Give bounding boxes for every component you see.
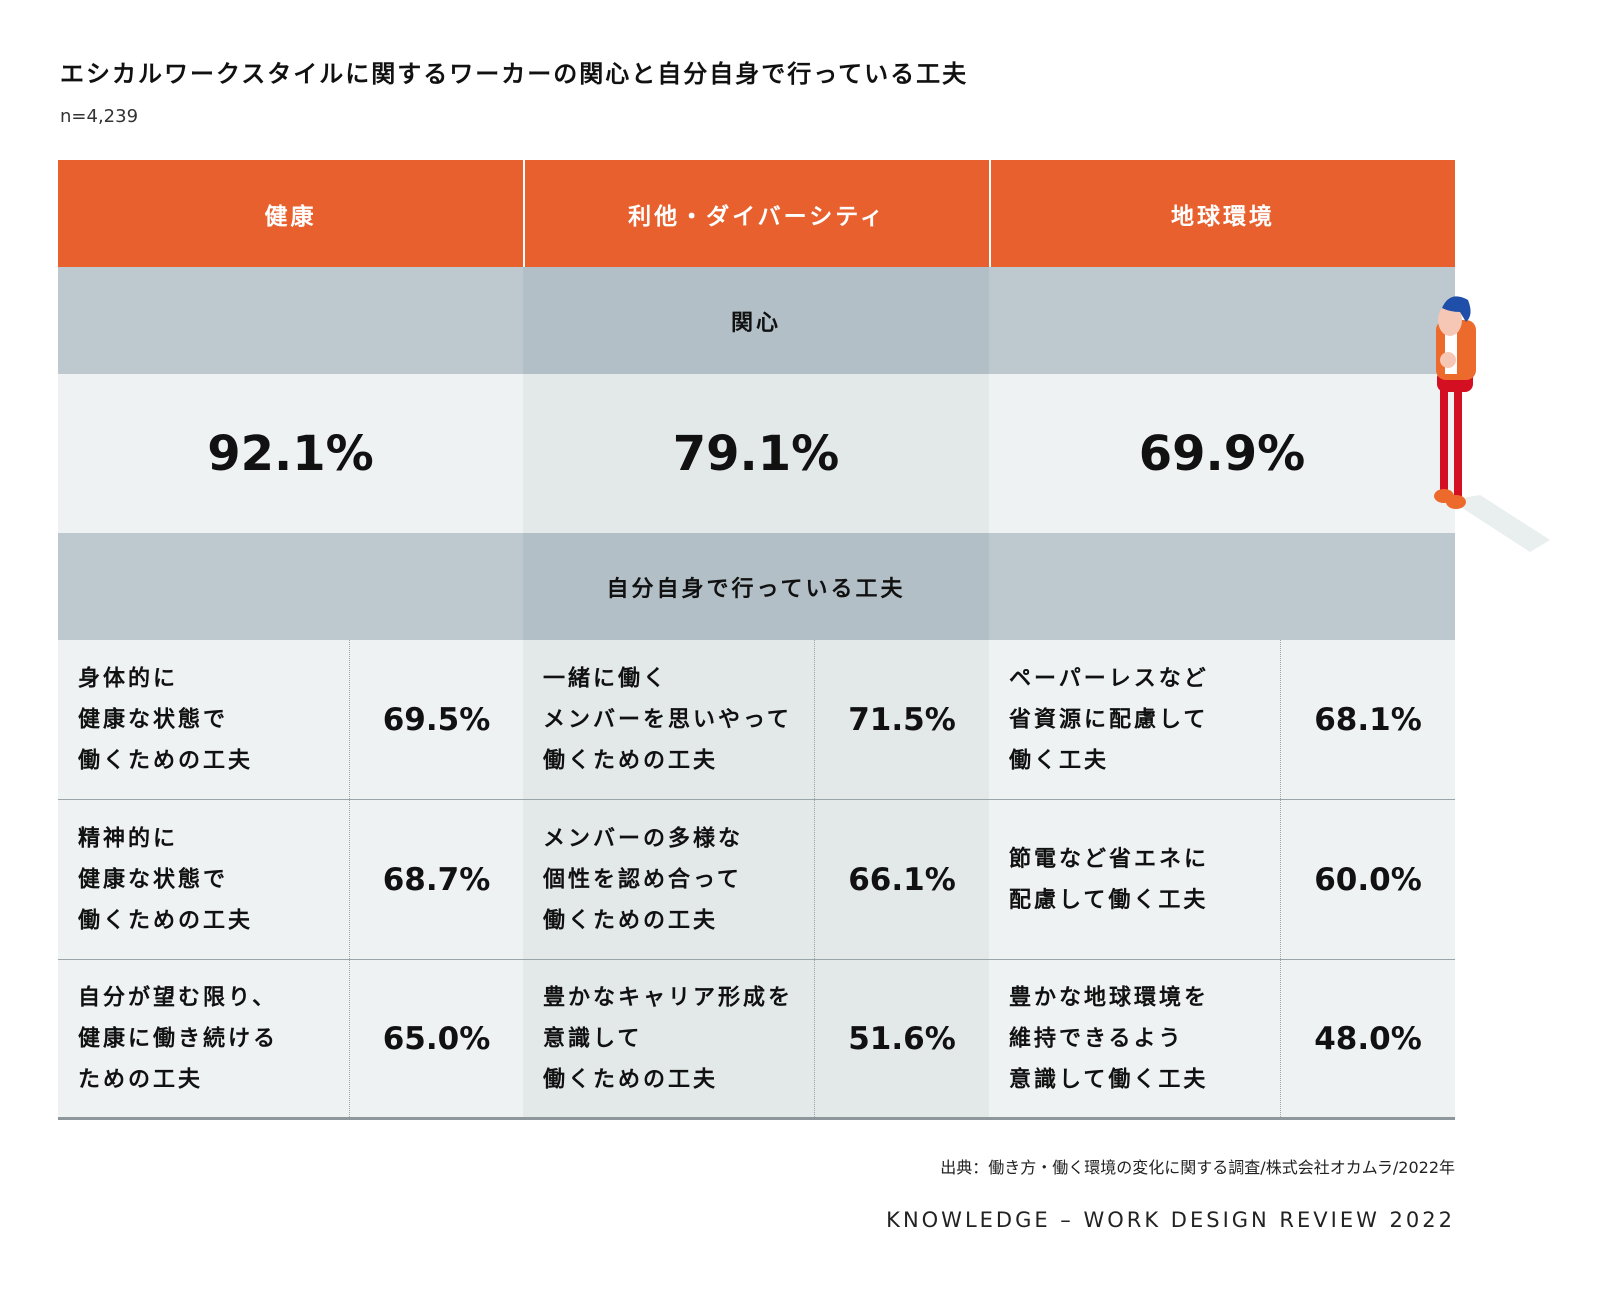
effort-row: 精神的に 健康な状態で 働くための工夫 68.7% [58, 800, 523, 960]
effort-value: 69.5% [349, 640, 523, 799]
effort-row: 豊かなキャリア形成を 意識して 働くための工夫 51.6% [523, 960, 989, 1120]
person-illustration [1420, 290, 1550, 560]
interest-band: 関心 [523, 267, 989, 374]
column-header-health: 健康 [58, 160, 523, 267]
effort-label: 身体的に 健康な状態で 働くための工夫 [78, 666, 254, 773]
effort-row: 節電など省エネに 配慮して働く工夫 60.0% [989, 800, 1455, 960]
effort-label: ペーパーレスなど 省資源に配慮して 働く工夫 [1009, 666, 1209, 773]
effort-row: メンバーの多様な 個性を認め合って 働くための工夫 66.1% [523, 800, 989, 960]
effort-label: 自分が望む限り、 健康に働き続ける ための工夫 [78, 985, 279, 1092]
effort-value: 51.6% [814, 960, 989, 1117]
interest-value-environment: 69.9% [989, 374, 1455, 533]
effort-value: 48.0% [1280, 960, 1455, 1117]
interest-band [58, 267, 523, 374]
effort-value: 68.1% [1280, 640, 1455, 799]
effort-label: メンバーの多様な 個性を認め合って 働くための工夫 [543, 826, 744, 933]
column-header-altruism: 利他・ダイバーシティ [523, 160, 989, 267]
efforts-band [989, 533, 1455, 640]
effort-row: 身体的に 健康な状態で 働くための工夫 69.5% [58, 640, 523, 800]
effort-row: 豊かな地球環境を 維持できるよう 意識して働く工夫 48.0% [989, 960, 1455, 1120]
source-note: 出典：働き方・働く環境の変化に関する調査/株式会社オカムラ/2022年 [940, 1158, 1455, 1177]
efforts-band: 自分自身で行っている工夫 [523, 533, 989, 640]
interest-value-altruism: 79.1% [523, 374, 989, 533]
interest-band [989, 267, 1455, 374]
effort-label: 精神的に 健康な状態で 働くための工夫 [78, 826, 254, 933]
effort-value: 71.5% [814, 640, 989, 799]
chart-title: エシカルワークスタイルに関するワーカーの関心と自分自身で行っている工夫 [60, 60, 969, 88]
effort-value: 60.0% [1280, 800, 1455, 959]
effort-row: ペーパーレスなど 省資源に配慮して 働く工夫 68.1% [989, 640, 1455, 800]
effort-row: 自分が望む限り、 健康に働き続ける ための工夫 65.0% [58, 960, 523, 1120]
effort-row: 一緒に働く メンバーを思いやって 働くための工夫 71.5% [523, 640, 989, 800]
effort-label: 一緒に働く メンバーを思いやって 働くための工夫 [543, 666, 792, 773]
effort-value: 65.0% [349, 960, 523, 1117]
effort-value: 66.1% [814, 800, 989, 959]
brand-footer: KNOWLEDGE – WORK DESIGN REVIEW 2022 [886, 1208, 1455, 1232]
column-header-environment: 地球環境 [989, 160, 1455, 267]
sample-size: n=4,239 [60, 106, 139, 127]
effort-label: 豊かなキャリア形成を 意識して 働くための工夫 [543, 985, 794, 1092]
effort-value: 68.7% [349, 800, 523, 959]
effort-label: 節電など省エネに 配慮して働く工夫 [1009, 846, 1210, 913]
interest-value-health: 92.1% [58, 374, 523, 533]
efforts-band [58, 533, 523, 640]
effort-label: 豊かな地球環境を 維持できるよう 意識して働く工夫 [1009, 985, 1210, 1092]
